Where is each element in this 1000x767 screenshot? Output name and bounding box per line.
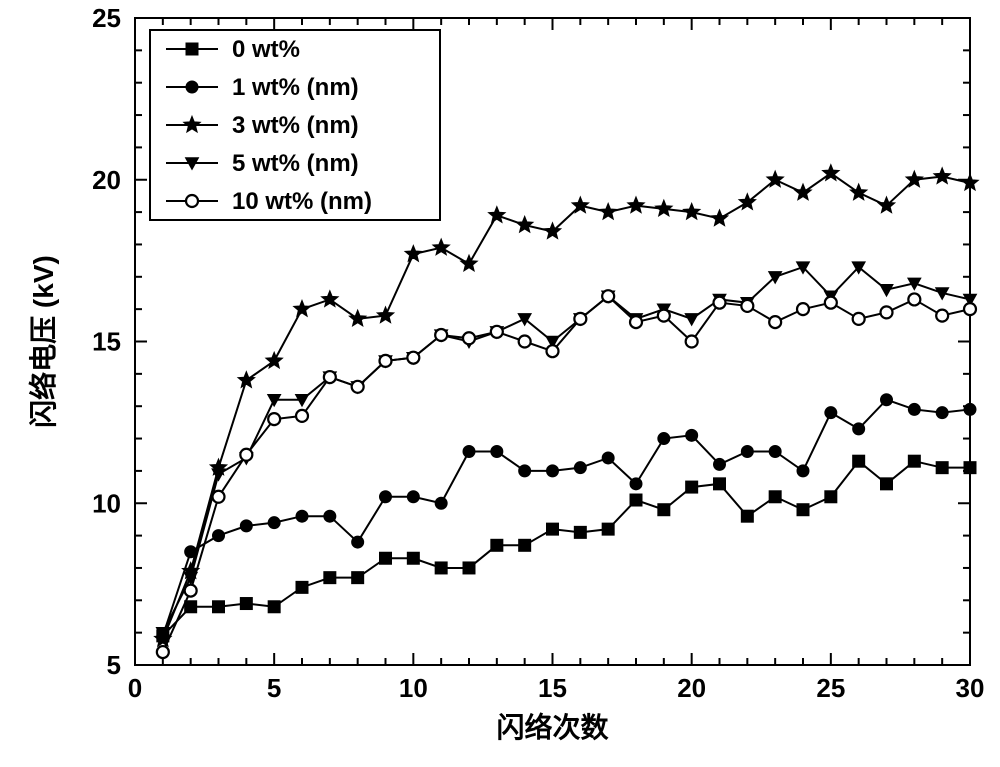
x-tick-label: 0 xyxy=(128,673,142,703)
x-tick-label: 20 xyxy=(677,673,706,703)
legend-item-label: 0 wt% xyxy=(232,36,300,63)
x-tick-label: 30 xyxy=(956,673,985,703)
legend-item-label: 5 wt% (nm) xyxy=(232,150,359,177)
legend-item-label: 10 wt% (nm) xyxy=(232,188,372,215)
line-chart: 051015202530510152025闪络次数闪络电压 (kV)0 wt%1… xyxy=(0,0,1000,767)
y-tick-label: 15 xyxy=(92,327,121,357)
x-tick-label: 25 xyxy=(816,673,845,703)
y-tick-label: 20 xyxy=(92,165,121,195)
x-tick-label: 5 xyxy=(267,673,281,703)
x-axis-label: 闪络次数 xyxy=(496,711,609,743)
legend-item-label: 3 wt% (nm) xyxy=(232,112,359,139)
chart-container: 051015202530510152025闪络次数闪络电压 (kV)0 wt%1… xyxy=(0,0,1000,767)
x-tick-label: 10 xyxy=(399,673,428,703)
y-tick-label: 25 xyxy=(92,3,121,33)
legend-item-label: 1 wt% (nm) xyxy=(232,74,359,101)
y-tick-label: 5 xyxy=(107,650,121,680)
y-axis-label: 闪络电压 (kV) xyxy=(27,255,59,428)
x-tick-label: 15 xyxy=(538,673,567,703)
y-tick-label: 10 xyxy=(92,488,121,518)
